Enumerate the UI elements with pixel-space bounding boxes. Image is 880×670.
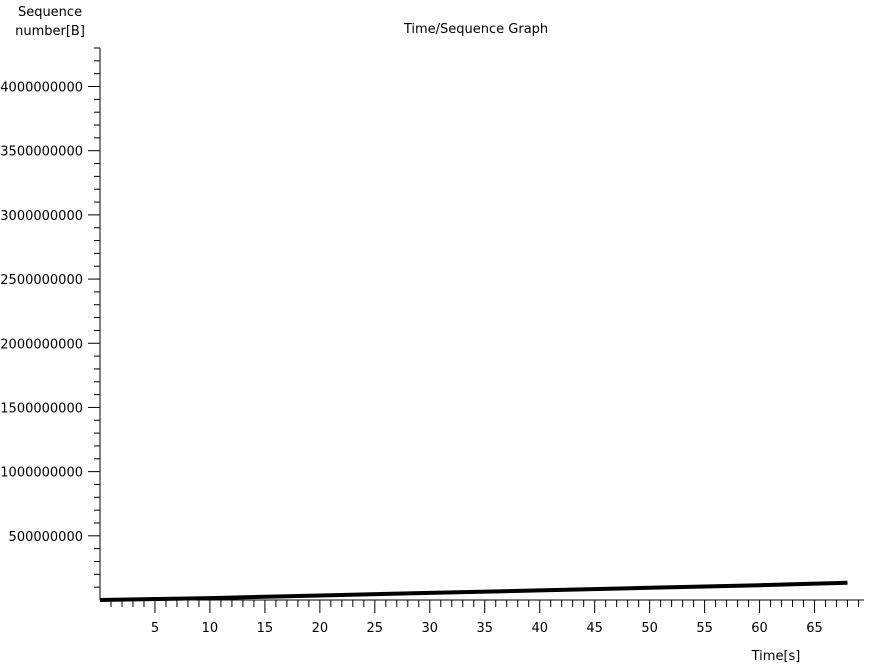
x-axis-label: Time[s] <box>751 649 801 664</box>
y-major-ticks: 500000000 1000000000 1500000000 2000000000 2… <box>0 81 100 545</box>
y-tick-label: 4000000000 <box>0 81 83 96</box>
x-tick-label: 55 <box>696 621 713 636</box>
x-tick-label: 20 <box>312 621 329 636</box>
series-layer <box>99 580 848 602</box>
x-tick-label: 40 <box>531 621 548 636</box>
x-tick-label: 35 <box>476 621 493 636</box>
x-tick-label: 25 <box>367 621 384 636</box>
x-tick-label: 65 <box>806 621 823 636</box>
x-tick-label: 30 <box>422 621 439 636</box>
chart-title: Time/Sequence Graph <box>403 22 548 37</box>
x-minor-ticks <box>110 600 860 607</box>
y-tick-label: 3500000000 <box>0 145 83 160</box>
y-minor-ticks <box>94 47 100 588</box>
x-tick-label: 5 <box>151 621 159 636</box>
x-tick-label: 15 <box>257 621 274 636</box>
x-major-ticks: 5 10 15 20 25 30 35 40 45 50 55 60 65 <box>151 600 823 636</box>
y-tick-label: 500000000 <box>9 530 83 545</box>
y-axis-label-line2: number[B] <box>15 24 85 39</box>
y-tick-label: 1500000000 <box>0 401 83 416</box>
x-tick-label: 60 <box>751 621 768 636</box>
y-tick-label: 3000000000 <box>0 209 83 224</box>
y-tick-label: 1000000000 <box>0 466 83 481</box>
y-tick-label: 2500000000 <box>0 273 83 288</box>
x-tick-label: 50 <box>641 621 658 636</box>
x-tick-label: 45 <box>586 621 603 636</box>
x-tick-label: 10 <box>202 621 219 636</box>
y-tick-label: 2000000000 <box>0 337 83 352</box>
y-axis-label-line1: Sequence <box>18 5 82 20</box>
sequence-series-line <box>99 580 848 602</box>
